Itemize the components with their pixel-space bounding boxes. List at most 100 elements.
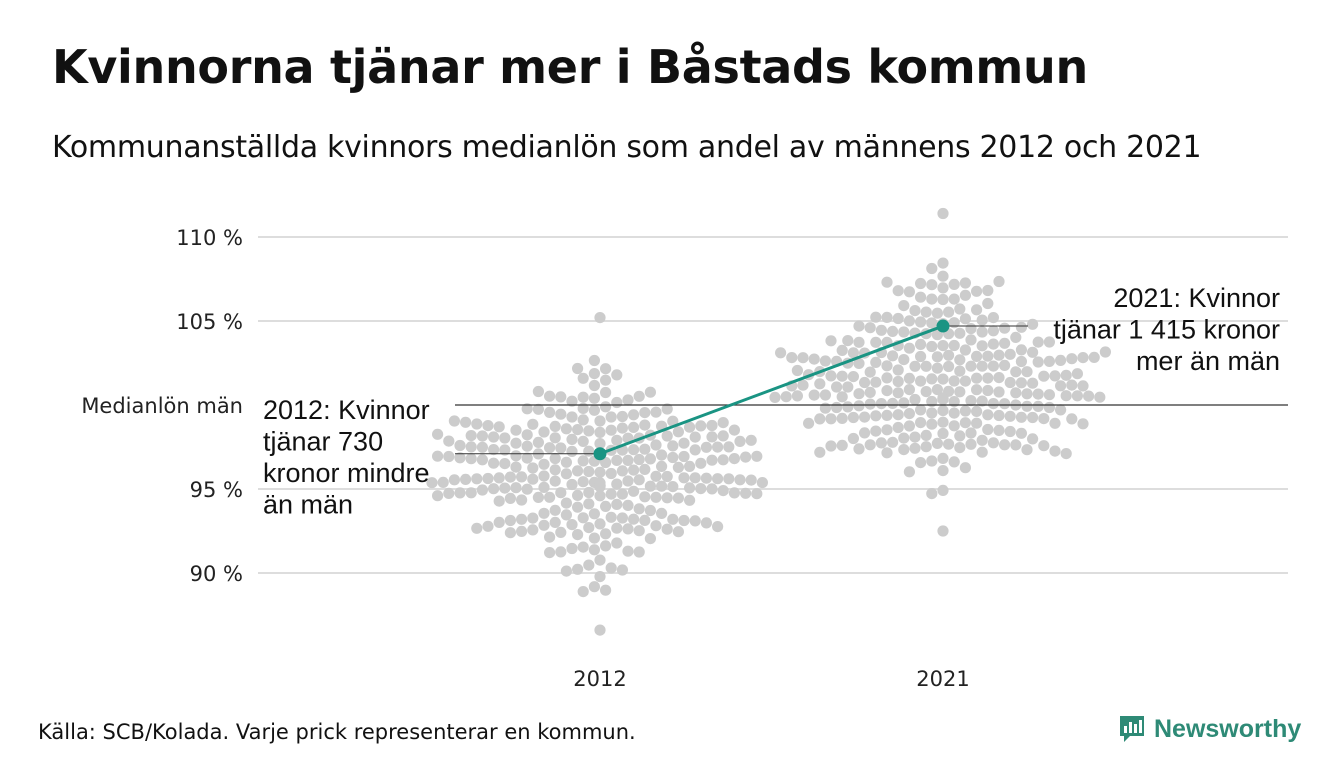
municipality-dot [628, 464, 640, 476]
municipality-dot [842, 401, 854, 413]
municipality-dot [577, 476, 589, 488]
municipality-dot [728, 487, 741, 499]
municipality-dot [588, 508, 601, 520]
brand-logo: Newsworthy [1118, 714, 1301, 744]
municipality-dot [521, 440, 533, 452]
municipality-dot [712, 473, 724, 485]
municipality-dot [847, 411, 860, 424]
municipality-dot [881, 372, 893, 384]
municipality-dot [588, 379, 601, 392]
municipality-dot [667, 513, 679, 525]
municipality-dot [769, 391, 781, 403]
municipality-dot [1049, 370, 1061, 382]
municipality-dot [488, 483, 500, 495]
municipality-dot [566, 395, 578, 407]
municipality-dot [1004, 425, 1016, 438]
highlight-point-2021 [936, 319, 950, 333]
municipality-dot [538, 481, 550, 493]
municipality-dot [566, 542, 578, 555]
municipality-dot [633, 503, 645, 515]
municipality-dot [808, 389, 820, 401]
municipality-dot [954, 430, 966, 442]
municipality-dot [1038, 370, 1050, 382]
municipality-dot [538, 470, 550, 482]
municipality-dot [493, 495, 505, 507]
municipality-dot [937, 452, 949, 464]
municipality-dot [1015, 344, 1027, 356]
municipality-dot [881, 360, 893, 372]
municipality-dot [695, 483, 707, 495]
municipality-dot [943, 306, 955, 318]
municipality-dot [1027, 346, 1039, 358]
municipality-dot [555, 526, 567, 539]
municipality-dot [881, 447, 893, 459]
municipality-dot [993, 409, 1005, 422]
municipality-dot [532, 491, 545, 503]
municipality-dot [622, 545, 634, 557]
municipality-dot [948, 407, 960, 419]
municipality-dot [959, 375, 972, 387]
municipality-dot [1010, 366, 1022, 378]
municipality-dot [521, 483, 533, 495]
municipality-dot [695, 420, 707, 432]
municipality-dot [689, 444, 701, 456]
municipality-dot [717, 454, 729, 466]
reference-line-label: Medianlön män [81, 394, 243, 418]
municipality-dot [853, 400, 865, 412]
annotation-2012-line: kronor mindre [263, 458, 430, 488]
municipality-dot [909, 431, 921, 443]
municipality-dot [875, 437, 888, 449]
municipality-dot [482, 472, 494, 485]
municipality-dot [644, 480, 657, 492]
municipality-dot [903, 408, 916, 420]
municipality-dot [605, 562, 617, 574]
municipality-dot [432, 450, 444, 462]
municipality-dot [943, 360, 955, 373]
municipality-dot [656, 449, 668, 461]
municipality-dot [870, 336, 882, 348]
municipality-dot [853, 336, 865, 348]
municipality-dot [555, 487, 567, 499]
municipality-dot [937, 465, 949, 477]
municipality-dot [1060, 448, 1072, 460]
municipality-dot [881, 424, 893, 436]
municipality-dot [1094, 391, 1106, 403]
municipality-dot [1027, 318, 1039, 330]
municipality-dot [706, 419, 718, 432]
municipality-dot [443, 487, 455, 499]
municipality-dot [948, 293, 960, 305]
municipality-dot [521, 452, 533, 464]
municipality-dot [1010, 439, 1022, 451]
municipality-dot [1043, 401, 1055, 414]
municipality-dot [633, 474, 645, 486]
municipality-dot [836, 344, 848, 356]
municipality-dot [600, 528, 612, 540]
municipality-dot [588, 581, 601, 593]
municipality-dot [937, 484, 949, 496]
municipality-dot [965, 334, 977, 346]
municipality-dot [780, 391, 792, 403]
municipality-dot [836, 370, 848, 382]
municipality-dot [819, 389, 832, 401]
municipality-dot [954, 386, 966, 398]
annotation-2021-line: mer än män [1136, 346, 1280, 376]
municipality-dot [959, 277, 972, 289]
municipality-dot [689, 515, 701, 527]
municipality-dot [471, 522, 483, 534]
municipality-dot [937, 282, 949, 294]
municipality-dot [1032, 400, 1044, 412]
municipality-dot [948, 420, 960, 432]
municipality-dot [999, 398, 1011, 410]
municipality-dot [915, 338, 927, 350]
municipality-dot [831, 381, 843, 393]
municipality-dot [488, 444, 500, 456]
municipality-dot [853, 320, 865, 332]
municipality-dot [566, 433, 578, 445]
municipality-dot [1021, 444, 1033, 456]
municipality-dot [723, 441, 735, 453]
municipality-dot [560, 565, 573, 577]
municipality-dot [993, 372, 1005, 384]
municipality-dot [937, 405, 949, 417]
municipality-dot [791, 390, 804, 402]
brand-name: Newsworthy [1154, 714, 1302, 743]
